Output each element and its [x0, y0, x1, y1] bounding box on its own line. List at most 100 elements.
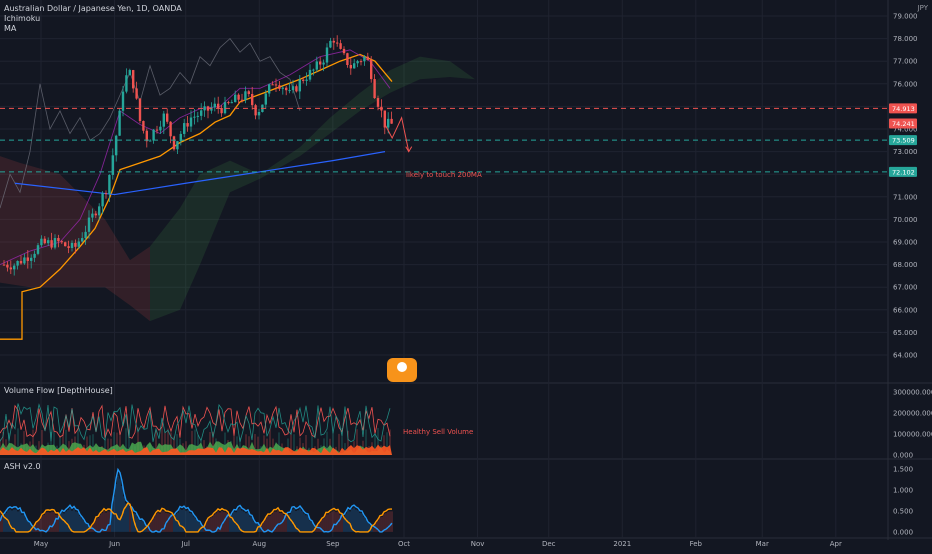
candle-body [200, 110, 203, 116]
time-tick-label: Apr [830, 540, 842, 548]
candle-body [342, 48, 346, 54]
candle-body [240, 99, 244, 101]
price-tick-label: 79.000 [893, 13, 918, 21]
candle-body [366, 56, 369, 60]
ash-tick-label: 0.000 [893, 528, 913, 536]
time-tick-label: Dec [542, 540, 556, 548]
ichimoku-legend[interactable]: Ichimoku [4, 14, 41, 23]
candle-body [193, 116, 196, 118]
price-tick-label: 67.000 [893, 284, 918, 292]
candle-body [186, 123, 189, 127]
candle-body [227, 102, 230, 104]
candle-body [247, 91, 250, 95]
price-label-text: 73.509 [892, 137, 915, 145]
candle-body [67, 246, 70, 248]
candle-body [291, 86, 295, 91]
ash-pane-title[interactable]: ASH v2.0 [4, 462, 41, 471]
candle-body [60, 241, 63, 243]
candle-body [325, 47, 329, 63]
candle-body [285, 87, 288, 91]
candle-body [145, 130, 148, 142]
candle-body [121, 91, 125, 111]
candle-body [179, 133, 182, 142]
volume-pane-title[interactable]: Volume Flow [DepthHouse] [4, 386, 113, 395]
candle-body [70, 242, 74, 248]
ash-tick-label: 0.500 [893, 508, 913, 516]
candle-body [288, 90, 291, 92]
candle-body [166, 113, 169, 122]
candle-body [77, 241, 80, 247]
candle-body [223, 102, 227, 114]
price-label-badge [889, 166, 917, 177]
time-tick-label: Aug [252, 540, 266, 548]
candle-body [339, 43, 342, 49]
candle-body [349, 65, 352, 69]
candle-body [104, 193, 108, 195]
candle-body [87, 217, 91, 232]
candle-body [308, 69, 312, 80]
ash-tick-label: 1.500 [893, 466, 913, 474]
candle-body [319, 61, 322, 65]
candle-body [125, 75, 128, 92]
candle-body [91, 213, 94, 218]
candle-body [220, 107, 223, 114]
candle-body [115, 135, 118, 156]
candle-body [98, 206, 101, 216]
price-tick-label: 65.000 [893, 329, 918, 337]
candle-body [64, 242, 67, 247]
candle-body [138, 98, 142, 122]
candle-body [278, 85, 281, 89]
candle-body [312, 69, 315, 71]
price-tick-label: 69.000 [893, 239, 918, 247]
candle-body [94, 213, 97, 216]
candle-body [230, 102, 233, 104]
candle-body [234, 94, 237, 103]
candle-body [2, 264, 6, 266]
candle-body [162, 113, 165, 127]
candle-body [315, 61, 318, 70]
price-tick-label: 78.000 [893, 35, 918, 43]
candle-body [53, 238, 57, 248]
candle-body [19, 260, 23, 264]
candle-body [13, 265, 16, 270]
price-label-badge [889, 118, 917, 129]
candle-body [149, 140, 152, 142]
price-tick-label: 70.000 [893, 216, 918, 224]
price-tick-label: 74.000 [893, 126, 918, 134]
candle-body [257, 112, 261, 116]
candle-body [213, 103, 216, 108]
candle-body [142, 121, 145, 131]
symbol-title[interactable]: Australian Dollar / Japanese Yen, 1D, OA… [4, 4, 182, 13]
volume-tick-label: 100000.000 [893, 431, 932, 439]
candle-body [264, 93, 267, 105]
candle-body [274, 84, 278, 86]
price-tick-label: 71.000 [893, 193, 918, 201]
candle-body [353, 63, 356, 69]
volume-sell-line [0, 404, 391, 439]
time-tick-label: Mar [756, 540, 769, 548]
candle-body [30, 257, 33, 261]
candle-body [203, 106, 206, 111]
ma-legend[interactable]: MA [4, 24, 17, 33]
price-tick-label: 77.000 [893, 58, 918, 66]
ma200-line [14, 151, 386, 196]
candle-body [370, 59, 373, 80]
volume-orange-area [0, 444, 392, 455]
time-tick-label: Jun [108, 540, 120, 548]
candle-body [40, 238, 43, 246]
candle-body [373, 79, 376, 99]
candle-body [9, 267, 12, 270]
candle-body [172, 136, 176, 150]
candle-body [302, 79, 305, 81]
candle-body [268, 84, 271, 94]
candle-body [169, 121, 172, 137]
candle-body [390, 118, 393, 124]
candle-body [135, 88, 138, 99]
time-tick-label: Jul [180, 540, 190, 548]
candle-body [332, 40, 335, 43]
ichimoku-cloud-bull [150, 56, 475, 322]
currency-label: JPY [917, 4, 928, 12]
tenkan-line [0, 49, 391, 266]
price-tick-label: 64.000 [893, 352, 918, 360]
